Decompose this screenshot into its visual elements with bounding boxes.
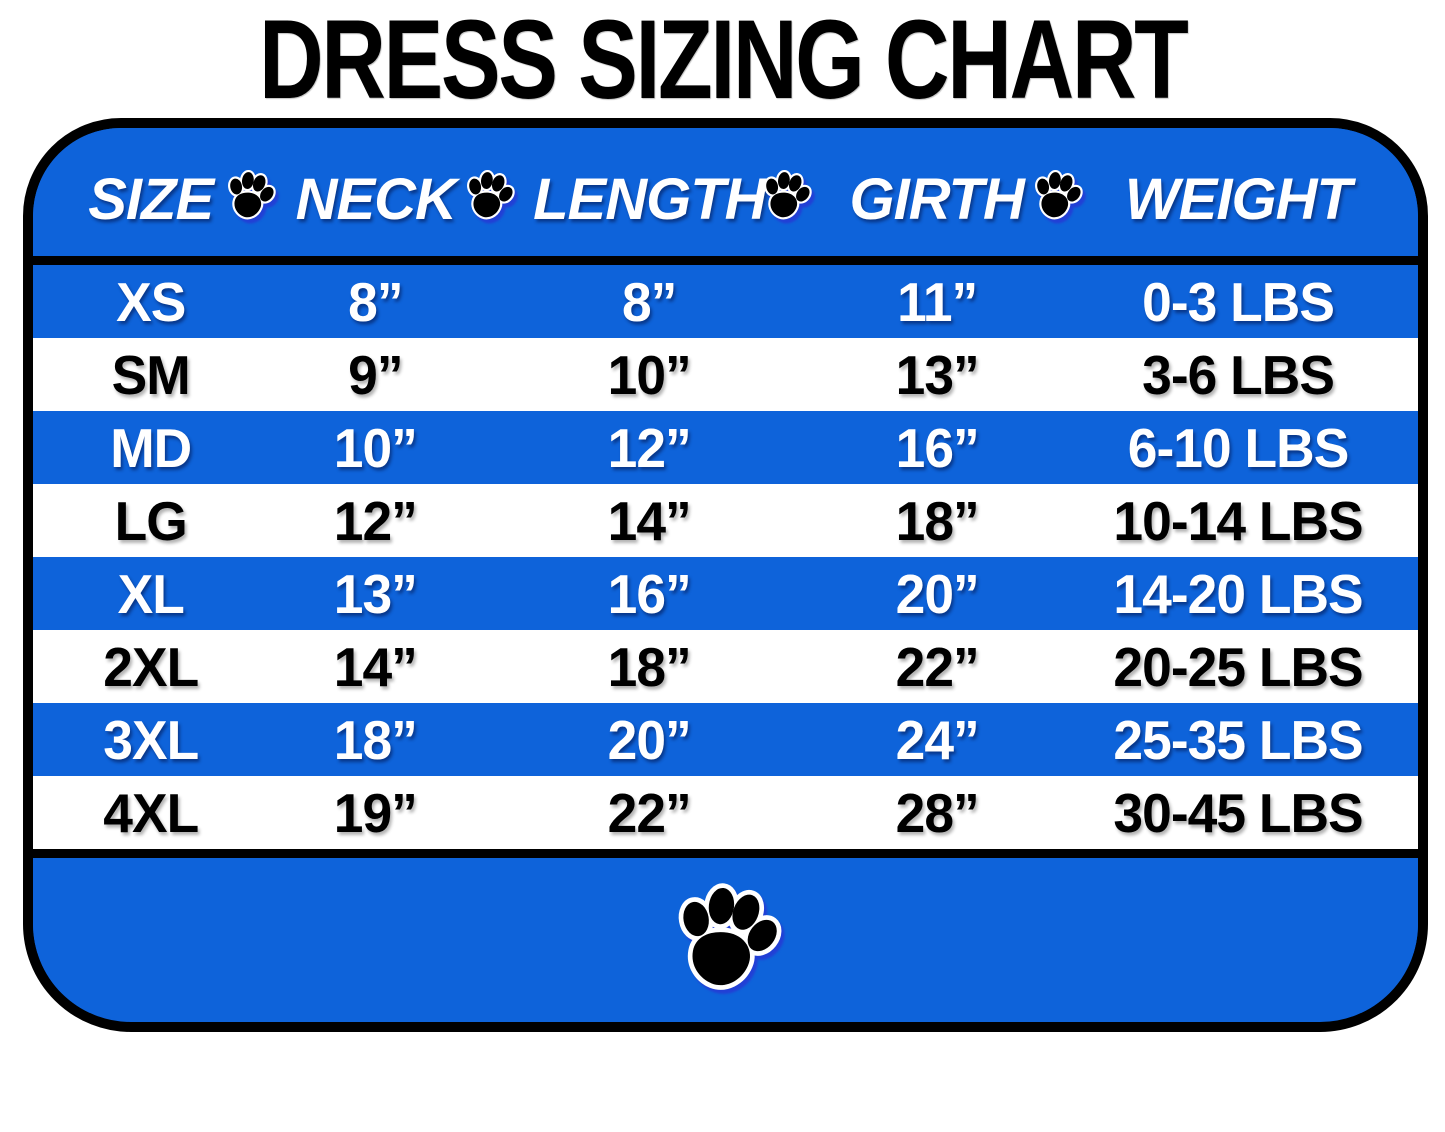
card-footer: [33, 858, 1418, 1013]
weight-value: 10-14 LBS: [1113, 489, 1363, 552]
size-value: 3XL: [103, 708, 199, 771]
length-value: 18”: [607, 635, 692, 698]
girth-value: 28”: [895, 781, 979, 844]
girth-value: 24”: [895, 708, 979, 771]
paw-icon: [224, 167, 276, 223]
weight-value: 3-6 LBS: [1141, 343, 1335, 406]
weight-value: 25-35 LBS: [1113, 708, 1363, 771]
weight-value: 14-20 LBS: [1113, 562, 1363, 625]
girth-value: 16”: [895, 416, 979, 479]
table-row-3xl: 3XL 18” 20” 24” 25-35 LBS: [33, 703, 1418, 776]
table-header: SIZE NECK LENGTH GIRTH WEIGHT: [33, 128, 1418, 256]
size-value: LG: [114, 489, 188, 552]
length-value: 12”: [607, 416, 692, 479]
size-value: MD: [110, 416, 192, 479]
neck-value: 13”: [334, 562, 418, 625]
size-value: XS: [116, 270, 186, 333]
neck-value: 10”: [334, 416, 418, 479]
page-title-text: DRESS SIZING CHART: [258, 0, 1189, 122]
girth-value: 13”: [895, 343, 979, 406]
length-value: 22”: [607, 781, 692, 844]
weight-value: 0-3 LBS: [1141, 270, 1335, 333]
table-row-lg: LG 12” 14” 18” 10-14 LBS: [33, 484, 1418, 557]
neck-value: 8”: [348, 270, 404, 333]
size-value: 2XL: [103, 635, 199, 698]
header-divider: [33, 256, 1418, 265]
table-row-md: MD 10” 12” 16” 6-10 LBS: [33, 411, 1418, 484]
table-row-xs: XS 8” 8” 11” 0-3 LBS: [33, 265, 1418, 338]
table-row-2xl: 2XL 14” 18” 22” 20-25 LBS: [33, 630, 1418, 703]
table-row-sm: SM 9” 10” 13” 3-6 LBS: [33, 338, 1418, 411]
size-value: SM: [111, 343, 191, 406]
paw-icon: [1031, 167, 1083, 223]
girth-value: 20”: [895, 562, 979, 625]
paw-icon: [463, 167, 515, 223]
length-value: 16”: [607, 562, 692, 625]
column-header-neck: NECK: [295, 166, 457, 232]
footer-divider: [33, 849, 1418, 858]
neck-value: 18”: [334, 708, 418, 771]
size-value: 4XL: [103, 781, 199, 844]
table-row-4xl: 4XL 19” 22” 28” 30-45 LBS: [33, 776, 1418, 849]
sizing-card: SIZE NECK LENGTH GIRTH WEIGHT XS 8” 8” 1…: [23, 118, 1428, 1032]
column-header-length: LENGTH: [533, 166, 766, 232]
size-value: XL: [117, 562, 185, 625]
page-title: DRESS SIZING CHART: [0, 0, 1445, 122]
length-value: 10”: [607, 343, 692, 406]
table-row-xl: XL 13” 16” 20” 14-20 LBS: [33, 557, 1418, 630]
neck-value: 19”: [334, 781, 418, 844]
column-header-size: SIZE: [88, 166, 214, 232]
paw-icon: [760, 167, 812, 223]
weight-value: 20-25 LBS: [1113, 635, 1363, 698]
neck-value: 14”: [334, 635, 418, 698]
length-value: 20”: [607, 708, 692, 771]
neck-value: 12”: [334, 489, 418, 552]
length-value: 14”: [607, 489, 692, 552]
girth-value: 22”: [895, 635, 979, 698]
neck-value: 9”: [348, 343, 404, 406]
length-value: 8”: [622, 270, 677, 333]
weight-value: 6-10 LBS: [1127, 416, 1350, 479]
table-body: XS 8” 8” 11” 0-3 LBS SM 9” 10” 13” 3-6 L…: [33, 265, 1418, 849]
column-header-girth: GIRTH: [849, 166, 1024, 232]
girth-value: 18”: [895, 489, 979, 552]
weight-value: 30-45 LBS: [1113, 781, 1363, 844]
paw-icon: [670, 876, 782, 1000]
column-header-weight: WEIGHT: [1124, 166, 1352, 232]
girth-value: 11”: [896, 270, 978, 333]
